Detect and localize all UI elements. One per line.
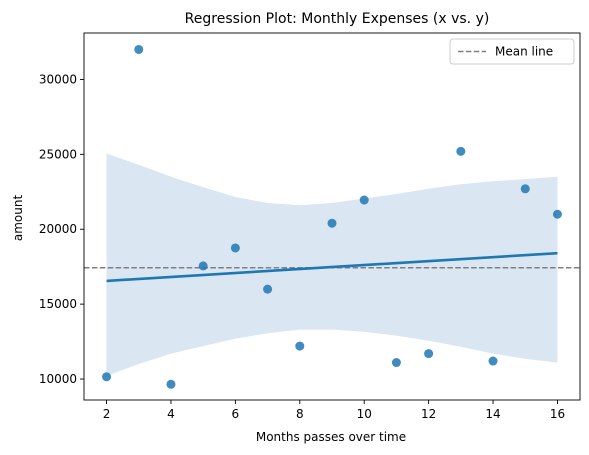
x-axis-label: Months passes over time bbox=[256, 430, 406, 444]
x-tick-label: 8 bbox=[296, 407, 304, 421]
data-point bbox=[295, 341, 305, 351]
data-point bbox=[198, 261, 208, 271]
data-point bbox=[166, 379, 176, 389]
data-point bbox=[552, 209, 562, 219]
data-point bbox=[391, 358, 401, 368]
axes-frame bbox=[83, 32, 581, 401]
y-tick-label: 30000 bbox=[39, 72, 77, 86]
x-tick-label: 2 bbox=[103, 407, 111, 421]
scatter-points-layer bbox=[102, 44, 562, 389]
confidence-band bbox=[106, 153, 558, 376]
data-point bbox=[520, 184, 530, 194]
y-tick-label: 10000 bbox=[39, 372, 77, 386]
x-tick-label: 16 bbox=[550, 407, 565, 421]
data-point bbox=[263, 284, 273, 294]
axes-frame-rect bbox=[83, 32, 581, 401]
x-tick-label: 14 bbox=[485, 407, 500, 421]
x-tick-label: 12 bbox=[421, 407, 436, 421]
legend-box bbox=[449, 38, 575, 65]
x-tick-label: 4 bbox=[167, 407, 175, 421]
y-axis-label: amount bbox=[11, 195, 25, 242]
x-axis-ticks: 2 4 6 8 10 12 14 16 bbox=[103, 400, 565, 421]
data-point bbox=[102, 372, 112, 382]
confidence-band-layer bbox=[106, 153, 558, 376]
legend: Mean line bbox=[449, 38, 575, 65]
data-point bbox=[134, 44, 144, 54]
data-point bbox=[327, 218, 337, 228]
chart-title: Regression Plot: Monthly Expenses (x vs.… bbox=[185, 11, 490, 27]
regression-line-layer bbox=[106, 251, 558, 283]
y-tick-label: 15000 bbox=[39, 297, 77, 311]
y-tick-label: 20000 bbox=[39, 222, 77, 236]
data-point bbox=[230, 243, 240, 253]
x-tick-label: 6 bbox=[232, 407, 240, 421]
regression-line bbox=[106, 251, 558, 283]
data-point bbox=[424, 349, 434, 359]
x-tick-label: 10 bbox=[357, 407, 372, 421]
legend-mean-line-label: Mean line bbox=[495, 45, 553, 59]
data-point bbox=[488, 356, 498, 366]
data-point bbox=[359, 195, 369, 205]
data-point bbox=[456, 146, 466, 156]
y-tick-label: 25000 bbox=[39, 147, 77, 161]
y-axis-ticks: 10000 15000 20000 25000 30000 bbox=[39, 72, 84, 386]
